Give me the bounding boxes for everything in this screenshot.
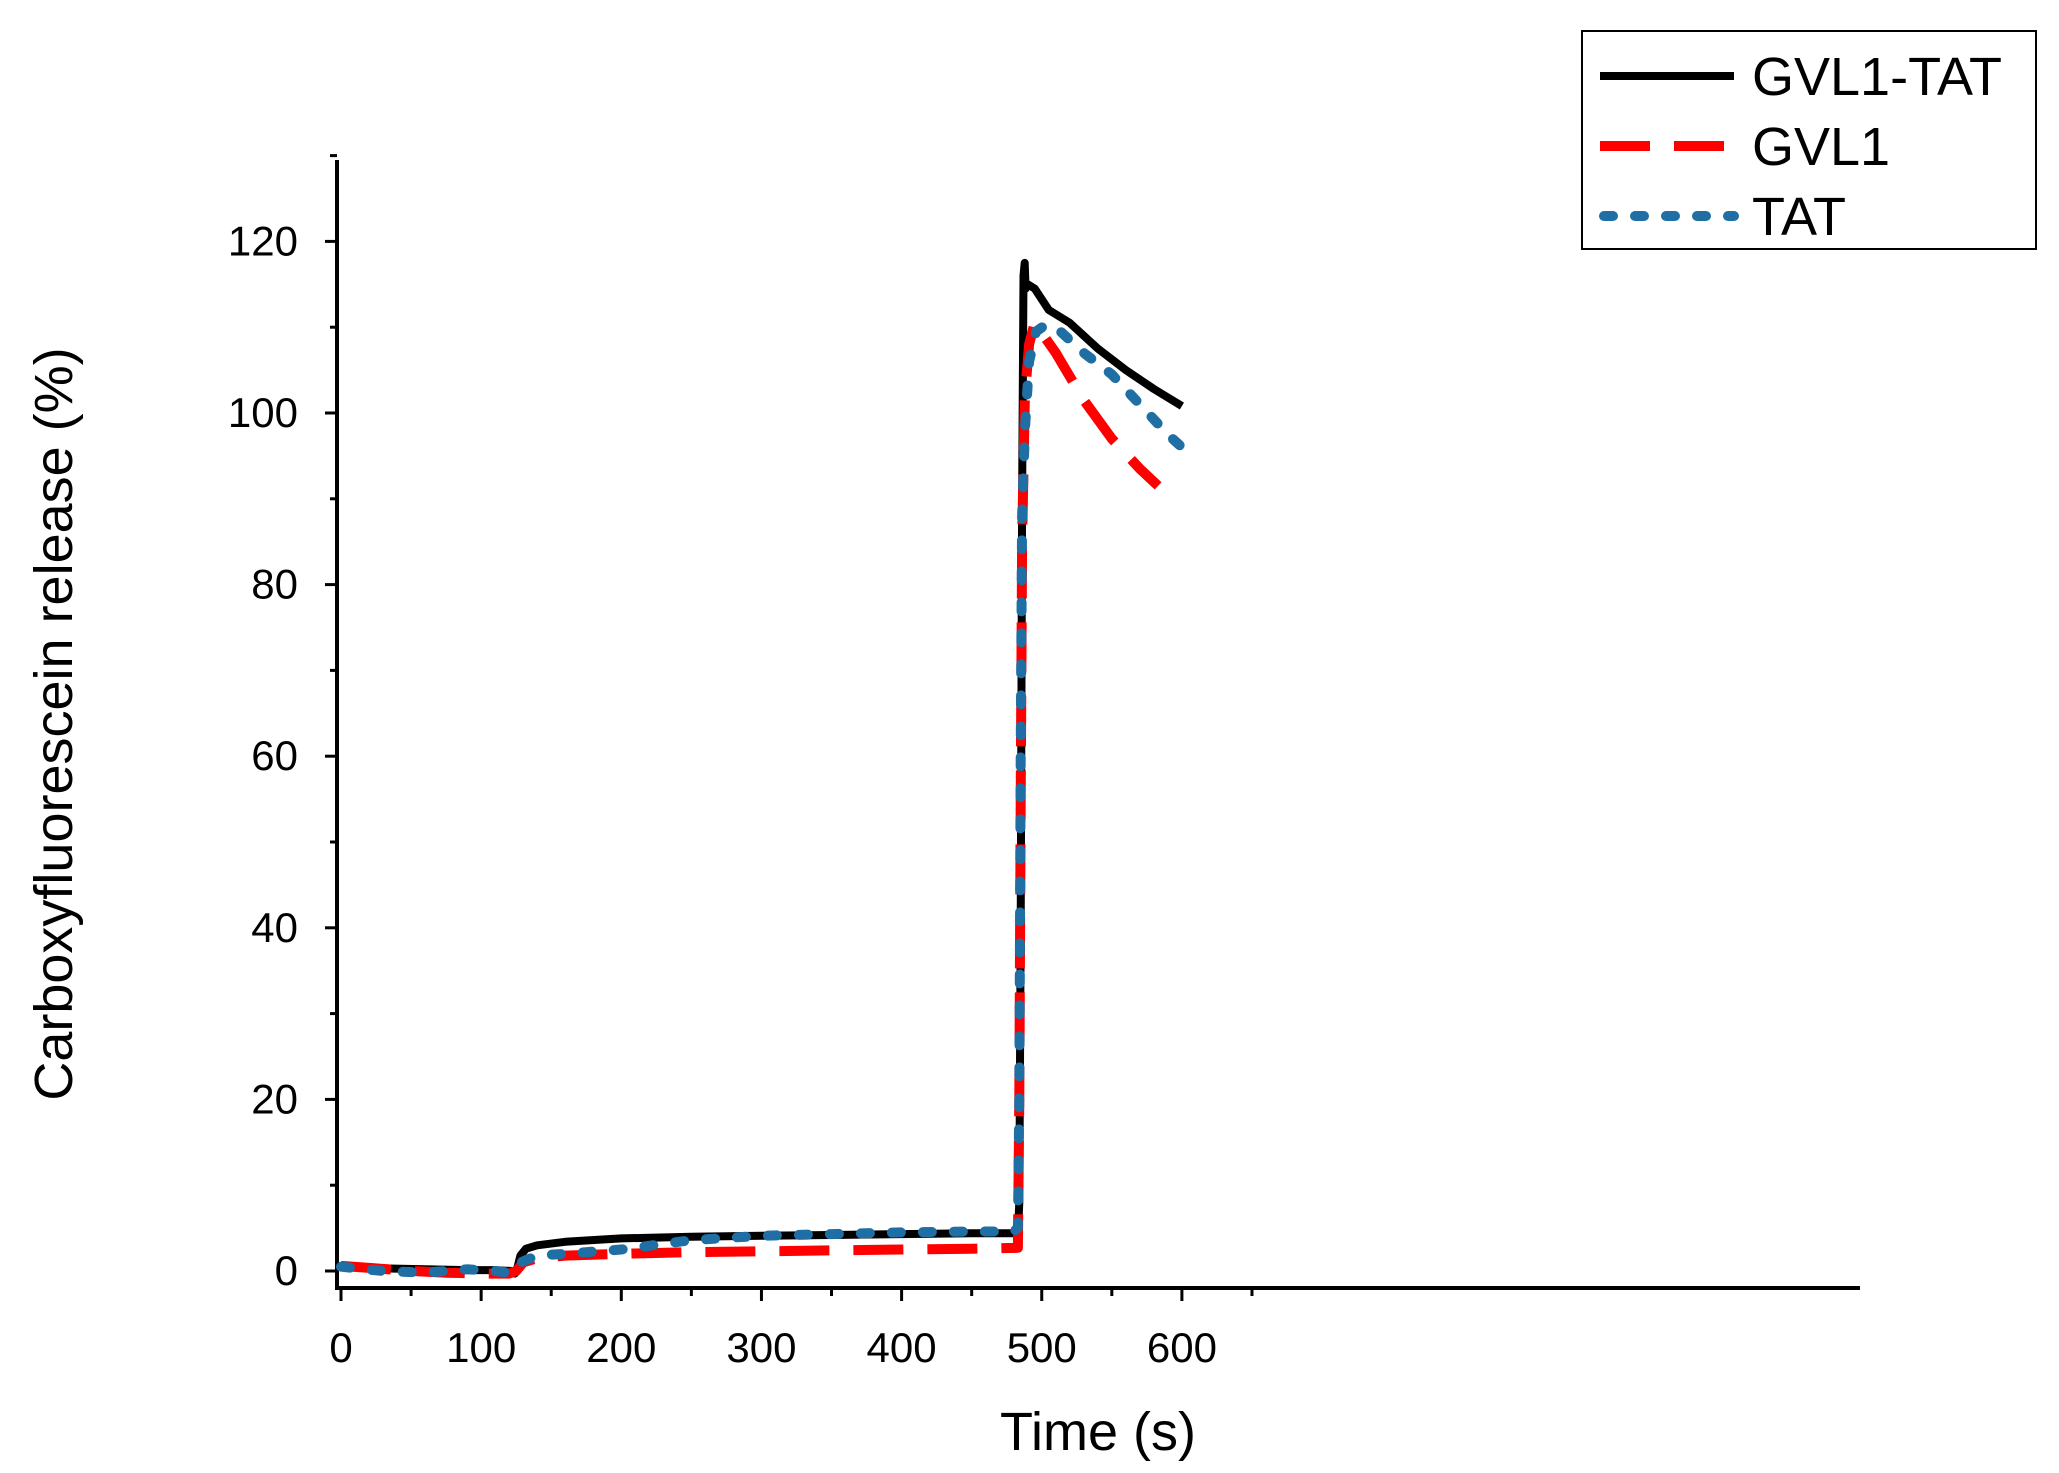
y-tick-label: 120 (228, 217, 298, 264)
legend-label-gvl1: GVL1 (1752, 117, 1890, 177)
x-tick-label: 600 (1147, 1324, 1217, 1371)
x-tick-label: 400 (867, 1324, 937, 1371)
x-tick-label: 500 (1007, 1324, 1077, 1371)
x-tick-label: 200 (586, 1324, 656, 1371)
x-tick-label: 100 (446, 1324, 516, 1371)
legend-box (1581, 30, 2037, 250)
y-ticks: 0 20 40 60 80 100 120 (228, 154, 337, 1294)
series-line-tat (336, 320, 1187, 1278)
y-tick-label: 20 (251, 1075, 298, 1122)
series-line-gvl1-tat (340, 258, 1184, 1278)
legend: GVL1-TAT GVL1 TAT (1581, 30, 2037, 250)
x-ticks: 0 100 200 300 400 500 600 (329, 1288, 1254, 1371)
x-tick-label: 300 (726, 1324, 796, 1371)
series-line-gvl1 (340, 317, 1162, 1279)
legend-label-tat: TAT (1752, 187, 1846, 247)
y-tick-label: 80 (251, 561, 298, 608)
axes: 0 20 40 60 80 100 120 0 100 200 300 400 500 600 (228, 154, 1860, 1371)
y-tick-label: 100 (228, 389, 298, 436)
x-tick-label: 0 (329, 1324, 352, 1371)
y-axis-title: Carboxyfluorescein release (%) (24, 347, 84, 1100)
y-tick-label: 0 (275, 1247, 298, 1294)
y-tick-label: 60 (251, 732, 298, 779)
legend-label-gvl1-tat: GVL1-TAT (1752, 47, 2002, 107)
y-tick-label: 40 (251, 904, 298, 951)
plot-area (336, 258, 1187, 1279)
x-axis-title: Time (s) (1000, 1402, 1196, 1462)
